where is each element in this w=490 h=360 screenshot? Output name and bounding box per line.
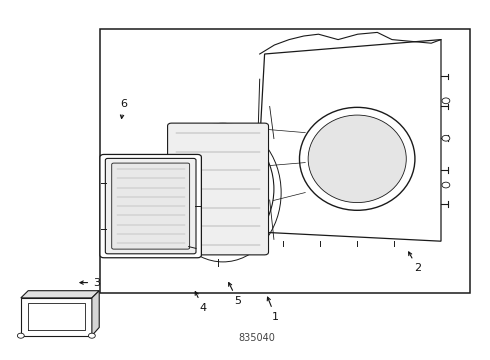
Text: 835040: 835040 — [239, 333, 276, 343]
Text: 1: 1 — [267, 297, 279, 322]
Circle shape — [88, 333, 95, 338]
FancyBboxPatch shape — [105, 158, 196, 254]
Circle shape — [442, 98, 450, 104]
Text: 6: 6 — [120, 99, 127, 118]
Text: 3: 3 — [80, 278, 100, 288]
Circle shape — [442, 182, 450, 188]
FancyBboxPatch shape — [168, 123, 269, 255]
FancyBboxPatch shape — [100, 154, 201, 258]
Text: 2: 2 — [409, 252, 421, 273]
FancyBboxPatch shape — [112, 163, 190, 249]
Text: 4: 4 — [195, 292, 207, 313]
Circle shape — [18, 333, 24, 338]
Bar — [100, 29, 470, 293]
Polygon shape — [21, 291, 99, 298]
Polygon shape — [92, 291, 99, 336]
Ellipse shape — [168, 132, 268, 246]
Circle shape — [442, 135, 450, 141]
Ellipse shape — [299, 107, 415, 210]
Polygon shape — [255, 40, 441, 241]
Text: 5: 5 — [229, 283, 241, 306]
Ellipse shape — [162, 126, 274, 252]
Ellipse shape — [308, 115, 406, 203]
Polygon shape — [21, 298, 92, 336]
